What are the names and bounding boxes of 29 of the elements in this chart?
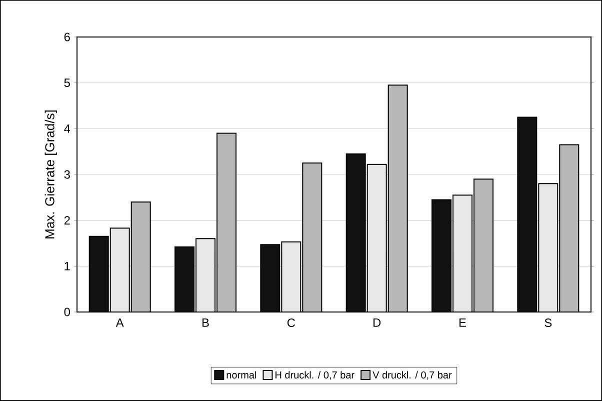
y-tick-label: 2: [64, 216, 70, 225]
x-tick-label: E: [459, 318, 466, 327]
y-tick-label: 6: [64, 32, 70, 42]
x-tick-label: D: [373, 318, 381, 327]
bar: [282, 242, 301, 312]
bar: [452, 195, 472, 312]
x-tick-label: A: [116, 318, 124, 327]
bar: [175, 246, 194, 312]
bar: [367, 164, 386, 312]
bar: [260, 244, 280, 312]
bar: [196, 238, 216, 312]
bar: [346, 154, 366, 312]
bar: [89, 236, 108, 312]
x-tick-label: S: [544, 318, 552, 328]
bar: [538, 183, 558, 312]
bar: [110, 228, 130, 312]
bar: [517, 116, 538, 312]
y-tick-label: 0: [64, 308, 70, 316]
y-tick-label: 3: [64, 170, 70, 179]
x-tick-label: B: [202, 318, 209, 327]
y-tick-label: 4: [64, 124, 70, 133]
y-axis-title: Max. Gierrate [Grad/s]: [44, 110, 57, 238]
legend-label: normal: [226, 371, 256, 379]
y-tick-label: 5: [64, 78, 70, 88]
legend-label: H druckl. / 0,7 bar: [276, 371, 354, 380]
legend-label: V druckl. / 0,7 bar: [372, 371, 452, 380]
x-tick-label: C: [287, 318, 296, 328]
bar: [432, 200, 451, 312]
y-tick-label: 1: [64, 262, 70, 270]
